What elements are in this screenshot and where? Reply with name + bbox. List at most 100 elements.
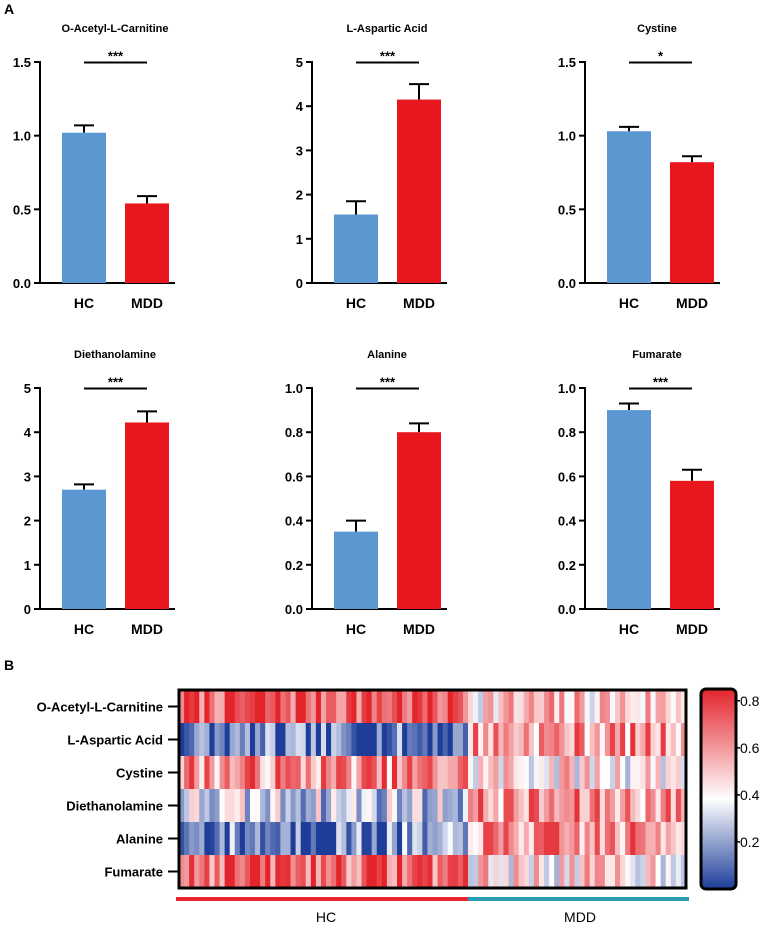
heatmap-cell xyxy=(488,723,494,757)
heatmap-cell xyxy=(412,855,418,889)
heatmap-cell xyxy=(305,690,312,724)
heatmap-cell xyxy=(615,822,621,856)
heatmap-cell xyxy=(270,822,276,856)
heatmap-cell xyxy=(270,789,276,823)
heatmap-cell xyxy=(391,789,398,823)
heatmap-cell xyxy=(498,690,504,724)
heatmap-cell xyxy=(533,789,540,823)
heatmap-cell xyxy=(503,855,509,889)
heatmap-cell xyxy=(214,855,220,889)
heatmap-cell xyxy=(462,723,469,757)
heatmap-cell xyxy=(320,855,327,889)
heatmap-cell xyxy=(523,822,530,856)
heatmap-cell xyxy=(665,690,672,724)
heatmap-cell xyxy=(371,855,378,889)
heatmap-cell xyxy=(630,789,636,823)
heatmap-cell xyxy=(422,789,428,823)
y-tick-label: 5 xyxy=(296,55,303,70)
heatmap-cell xyxy=(508,789,515,823)
heatmap-cell xyxy=(488,822,494,856)
heatmap-cell xyxy=(265,690,271,724)
bar-mdd xyxy=(125,203,169,283)
heatmap-cell xyxy=(214,756,220,790)
heatmap-cell xyxy=(498,822,504,856)
heatmap-cell xyxy=(655,822,662,856)
heatmap-cell xyxy=(564,789,570,823)
heatmap-cell xyxy=(513,822,520,856)
heatmap-cell xyxy=(493,756,499,790)
heatmap-cell xyxy=(655,690,662,724)
heatmap-cell xyxy=(356,855,362,889)
heatmap-row-label: Fumarate xyxy=(104,865,163,880)
group-label-hc: HC xyxy=(316,909,336,925)
colorbar xyxy=(699,687,738,891)
heatmap-cell xyxy=(670,822,677,856)
heatmap-cell xyxy=(564,690,570,724)
heatmap-cell xyxy=(320,690,327,724)
heatmap-cell xyxy=(650,723,656,757)
y-tick-label: 0.8 xyxy=(285,425,303,440)
heatmap-cell xyxy=(473,789,479,823)
heatmap-cell xyxy=(381,855,388,889)
heatmap-cell xyxy=(554,723,560,757)
heatmap-cell xyxy=(265,789,271,823)
heatmap-cell xyxy=(361,690,367,724)
heatmap-cell xyxy=(386,822,393,856)
heatmap-cell xyxy=(549,822,555,856)
group-bar-mdd xyxy=(467,897,689,901)
y-tick-label: 0.2 xyxy=(558,558,576,573)
heatmap-cell xyxy=(569,723,575,757)
x-category-label: HC xyxy=(346,295,366,311)
heatmap-cell xyxy=(554,789,560,823)
heatmap-cell xyxy=(432,855,438,889)
heatmap-cell xyxy=(285,690,291,724)
heatmap-cell xyxy=(533,690,540,724)
heatmap-cell xyxy=(620,822,626,856)
heatmap-cell xyxy=(209,855,215,889)
heatmap-cell xyxy=(680,822,687,856)
heatmap-cell xyxy=(407,690,413,724)
heatmap-cell xyxy=(407,756,413,790)
heatmap-cell xyxy=(331,690,337,724)
heatmap-cell xyxy=(422,855,428,889)
heatmap-cell xyxy=(280,723,286,757)
heatmap-cell xyxy=(427,822,433,856)
y-tick-label: 0.5 xyxy=(558,202,576,217)
heatmap-cell xyxy=(630,723,636,757)
y-tick-label: 0.4 xyxy=(558,514,577,529)
heatmap-cell xyxy=(655,756,662,790)
heatmap-cell xyxy=(594,723,601,757)
heatmap-cell xyxy=(640,822,646,856)
heatmap-cell xyxy=(397,789,403,823)
heatmap-cell xyxy=(549,756,555,790)
heatmap-row-label: O-Acetyl-L-Carnitine xyxy=(37,700,163,715)
heatmap-cell xyxy=(346,756,352,790)
heatmap-cell xyxy=(457,723,464,757)
heatmap-cell xyxy=(488,855,494,889)
heatmap-cell xyxy=(503,723,509,757)
heatmap-cell xyxy=(260,723,266,757)
heatmap-cell xyxy=(640,723,646,757)
heatmap-cell xyxy=(538,789,545,823)
heatmap-cell xyxy=(249,723,256,757)
heatmap-cell xyxy=(483,822,489,856)
heatmap-cell xyxy=(315,756,322,790)
chart-title: Alanine xyxy=(367,349,407,361)
heatmap-cell xyxy=(204,789,210,823)
heatmap-row-label: Diethanolamine xyxy=(66,799,163,814)
heatmap-cell xyxy=(574,855,580,889)
heatmap-cell xyxy=(270,723,276,757)
heatmap-cell xyxy=(194,756,200,790)
heatmap-cell xyxy=(528,822,535,856)
heatmap-cell xyxy=(523,756,530,790)
heatmap-cell xyxy=(447,690,454,724)
heatmap-cell xyxy=(549,723,555,757)
heatmap-cell xyxy=(528,756,535,790)
heatmap-cell xyxy=(219,756,226,790)
heatmap-cell xyxy=(371,789,378,823)
heatmap-cell xyxy=(194,789,200,823)
heatmap-cell xyxy=(331,756,337,790)
heatmap-cell xyxy=(295,855,302,889)
heatmap-cell xyxy=(371,690,378,724)
heatmap-cell xyxy=(528,855,535,889)
